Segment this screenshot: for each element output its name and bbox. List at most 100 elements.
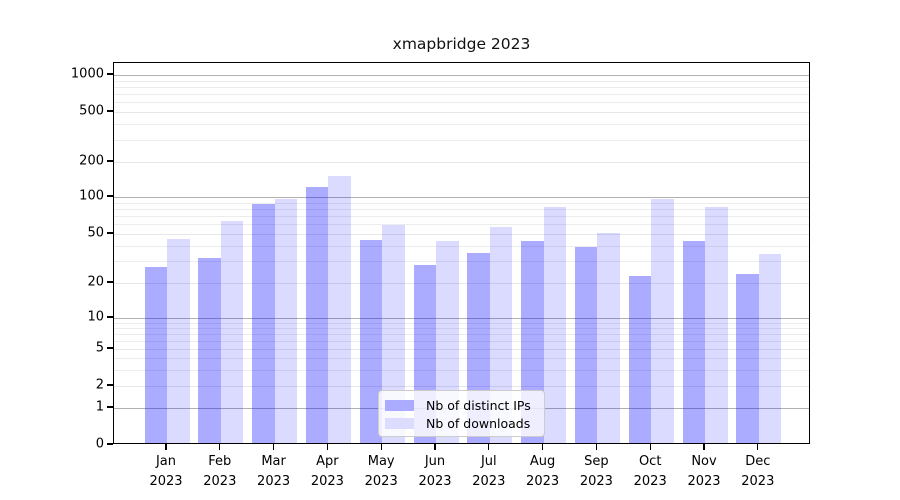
legend-label-distinct-ips: Nb of distinct IPs [426, 397, 531, 413]
y-tick-mark [107, 347, 113, 349]
x-tick-label-jan: Jan 2023 [149, 454, 183, 490]
y-tick-mark [107, 406, 113, 408]
y-tick-mark [107, 316, 113, 318]
y-tick-label: 0 [95, 436, 104, 452]
gridline [114, 318, 809, 319]
legend-swatch-downloads [385, 417, 414, 429]
gridline [114, 340, 809, 342]
x-tick-mark [326, 444, 329, 450]
x-tick-mark [380, 444, 382, 450]
x-tick-mark [272, 444, 275, 450]
gridline [114, 102, 809, 104]
x-tick-label-mar: Mar 2023 [257, 454, 291, 490]
gridline [114, 208, 809, 210]
y-tick-label: 20 [87, 274, 104, 290]
gridline [114, 162, 809, 163]
gridline [114, 224, 809, 226]
x-tick-label-sep: Sep 2023 [579, 454, 613, 490]
x-tick-mark [649, 444, 651, 450]
bar-dec-ips [736, 273, 759, 443]
x-tick-mark [488, 444, 490, 450]
x-tick-label-feb: Feb 2023 [203, 454, 237, 490]
gridline [114, 124, 809, 126]
y-tick-mark [107, 160, 113, 162]
y-tick-label: 500 [79, 103, 104, 119]
x-tick-label-nov: Nov 2023 [687, 454, 721, 490]
x-tick-label-may: May 2023 [364, 454, 398, 490]
legend: Nb of distinct IPs Nb of downloads [378, 390, 545, 437]
bar-mar-ips [252, 204, 275, 443]
bar-jul-downloads [489, 226, 513, 443]
y-tick-label: 200 [79, 153, 104, 169]
bar-may-ips [359, 240, 383, 443]
gridline [114, 86, 809, 88]
chart-title: xmapbridge 2023 [392, 35, 531, 53]
x-tick-mark [165, 444, 167, 450]
x-tick-mark [219, 444, 221, 450]
bar-sep-ips [574, 246, 598, 443]
x-tick-label-jul: Jul 2023 [472, 454, 506, 490]
x-tick-mark [434, 444, 436, 450]
gridline [114, 234, 809, 235]
gridline [114, 283, 809, 284]
gridline [114, 386, 809, 387]
y-tick-label: 1000 [70, 66, 104, 82]
bar-nov-downloads [705, 206, 728, 443]
gridline [114, 245, 809, 247]
bar-feb-ips [198, 257, 221, 443]
gridline [114, 358, 809, 359]
x-tick-label-jun: Jun 2023 [418, 454, 452, 490]
x-tick-mark [595, 444, 598, 450]
y-tick-mark [107, 232, 113, 234]
legend-item-downloads: Nb of downloads [385, 415, 537, 431]
gridline [114, 349, 809, 350]
y-tick-label: 50 [87, 225, 104, 241]
bar-feb-downloads [220, 220, 244, 443]
y-tick-mark [107, 281, 113, 283]
gridline [114, 80, 809, 82]
bar-apr-ips [305, 186, 329, 443]
bar-oct-downloads [651, 198, 674, 443]
y-tick-mark [107, 73, 113, 75]
gridline [114, 202, 809, 204]
y-tick-label: 2 [95, 377, 104, 393]
y-tick-label: 5 [95, 340, 104, 356]
legend-label-downloads: Nb of downloads [426, 415, 531, 431]
gridline [114, 322, 809, 324]
y-tick-label: 1 [95, 399, 104, 415]
x-tick-label-apr: Apr 2023 [310, 454, 344, 490]
gridline [114, 112, 809, 113]
bar-mar-downloads [274, 199, 298, 443]
gridline [114, 94, 809, 96]
gridline [114, 369, 809, 371]
gridline [114, 261, 809, 263]
bar-aug-downloads [543, 206, 567, 443]
gridline [114, 216, 809, 218]
gridline [114, 327, 809, 329]
gridline [114, 333, 809, 335]
bar-dec-downloads [758, 254, 782, 443]
bar-nov-ips [682, 241, 705, 443]
gridline [114, 197, 809, 198]
y-tick-mark [107, 110, 113, 112]
bar-apr-downloads [328, 175, 351, 443]
x-tick-label-dec: Dec 2023 [741, 454, 775, 490]
x-tick-label-oct: Oct 2023 [633, 454, 667, 490]
legend-item-distinct-ips: Nb of distinct IPs [385, 397, 537, 413]
bar-oct-ips [628, 275, 652, 443]
gridline [114, 75, 809, 76]
gridline [114, 139, 809, 141]
y-tick-mark [107, 384, 113, 386]
y-tick-label: 10 [87, 309, 104, 325]
x-tick-mark [703, 444, 705, 450]
x-tick-label-aug: Aug 2023 [526, 454, 560, 490]
y-tick-mark [107, 195, 113, 197]
y-tick-mark [107, 443, 113, 445]
legend-swatch-distinct-ips [385, 399, 414, 411]
x-tick-mark [757, 444, 759, 450]
bar-jan-ips [144, 266, 167, 443]
x-tick-mark [541, 444, 544, 450]
y-tick-label: 100 [79, 188, 104, 204]
bar-may-downloads [382, 225, 405, 443]
